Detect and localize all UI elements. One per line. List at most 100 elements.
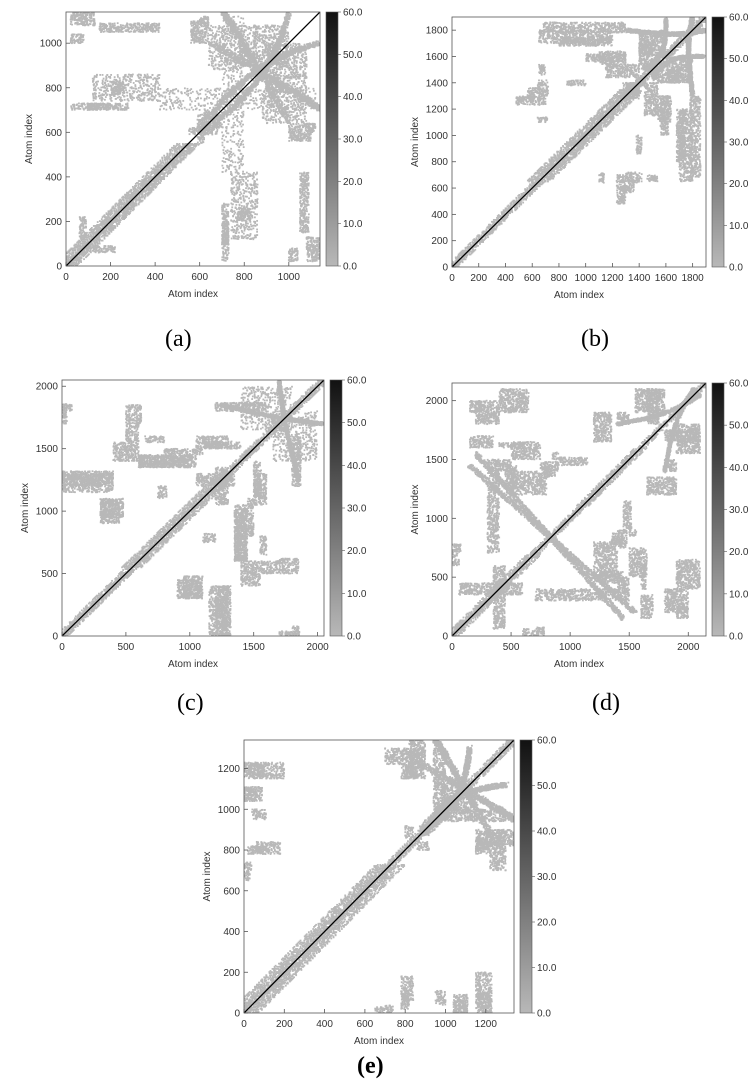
contact-dot — [124, 195, 127, 198]
contact-dot — [143, 190, 146, 193]
contact-dot — [204, 118, 207, 121]
contact-dot — [84, 17, 86, 20]
contact-dot — [102, 231, 105, 234]
contact-dot — [96, 231, 99, 234]
contact-dot — [285, 37, 288, 40]
contact-dot — [232, 124, 235, 127]
contact-dot — [169, 154, 171, 157]
contact-dot — [202, 129, 205, 132]
contact-dot — [304, 106, 307, 109]
contact-dot — [299, 65, 302, 68]
contact-dot — [239, 114, 242, 117]
contact-dot — [300, 86, 303, 89]
contact-dot — [190, 88, 193, 90]
contact-dot — [89, 245, 92, 248]
contact-dot — [115, 209, 118, 212]
contact-dot — [202, 133, 205, 136]
contact-dot — [149, 182, 152, 184]
contact-dot — [79, 244, 82, 247]
contact-dot — [302, 70, 305, 73]
contact-dot — [188, 152, 191, 155]
contact-dot — [83, 241, 86, 244]
contact-dot — [109, 209, 112, 212]
contact-dot — [154, 170, 157, 173]
contact-dot — [200, 136, 203, 139]
contact-dot — [124, 215, 127, 218]
contact-dot — [147, 192, 150, 195]
contact-dot — [110, 227, 113, 229]
contact-dot — [103, 220, 106, 222]
contact-dot — [211, 131, 213, 134]
contact-dot — [224, 161, 227, 163]
contact-dot — [75, 261, 78, 263]
contact-dot — [100, 223, 103, 225]
contact-dot — [129, 204, 132, 207]
contact-dot — [209, 89, 212, 92]
contact-dot — [191, 126, 194, 129]
contact-dot — [148, 176, 151, 178]
contact-dot — [190, 146, 193, 149]
contact-dot — [258, 37, 260, 40]
contact-dot — [107, 212, 110, 215]
contact-dot — [243, 89, 246, 92]
contact-dot — [274, 111, 277, 114]
contact-dot — [311, 254, 313, 257]
contact-dot — [226, 132, 228, 135]
contact-dot — [64, 256, 66, 258]
contact-dot — [287, 73, 290, 76]
contact-dot — [108, 232, 111, 235]
contact-dot — [290, 73, 293, 76]
contact-dot — [190, 147, 192, 150]
contact-dot — [141, 181, 144, 183]
contact-dot — [264, 34, 267, 37]
contact-dot — [240, 142, 243, 145]
contact-dot — [132, 202, 135, 205]
contact-dot — [95, 227, 98, 230]
contact-dot — [245, 29, 247, 32]
contact-dot — [203, 97, 206, 100]
contact-dot — [183, 149, 186, 152]
contact-dot — [66, 260, 68, 263]
contact-dot — [234, 80, 237, 83]
contact-dot — [241, 129, 244, 132]
contact-dot — [310, 239, 313, 242]
contact-dot — [141, 194, 144, 197]
contact-dot — [258, 106, 261, 108]
contact-dot — [283, 44, 286, 47]
contact-dot — [85, 13, 87, 16]
contact-dot — [181, 107, 183, 110]
contact-dot — [114, 83, 117, 86]
contact-dot — [246, 34, 249, 36]
contact-dot — [159, 179, 162, 181]
contact-dot — [105, 212, 108, 215]
contact-dot — [79, 13, 81, 16]
contact-dot — [264, 28, 266, 31]
contact-dot — [241, 164, 244, 167]
contact-dot — [165, 161, 168, 164]
contact-dot — [107, 108, 110, 111]
contact-dot — [206, 127, 209, 129]
contact-dot — [128, 198, 131, 201]
contact-dot — [92, 244, 94, 247]
contact-dot — [156, 180, 159, 182]
contact-dot — [85, 220, 87, 223]
contact-dot — [83, 248, 86, 251]
contact-dot — [279, 45, 282, 48]
contact-dot — [131, 203, 134, 206]
contact-dot — [129, 207, 132, 210]
contact-dot — [78, 240, 81, 243]
contact-dot — [204, 125, 206, 127]
contact-dot — [123, 204, 126, 207]
contact-dot — [163, 165, 165, 168]
contact-dot — [89, 244, 92, 247]
contact-dot — [309, 236, 311, 239]
contact-dot — [79, 227, 81, 230]
contact-dot — [218, 123, 221, 125]
contact-dot — [73, 246, 76, 249]
contact-dot — [174, 153, 177, 156]
contact-dot — [121, 207, 123, 210]
contact-dot — [314, 253, 317, 256]
contact-dot — [105, 217, 108, 220]
contact-dot — [118, 199, 121, 202]
contact-dot — [237, 15, 240, 18]
